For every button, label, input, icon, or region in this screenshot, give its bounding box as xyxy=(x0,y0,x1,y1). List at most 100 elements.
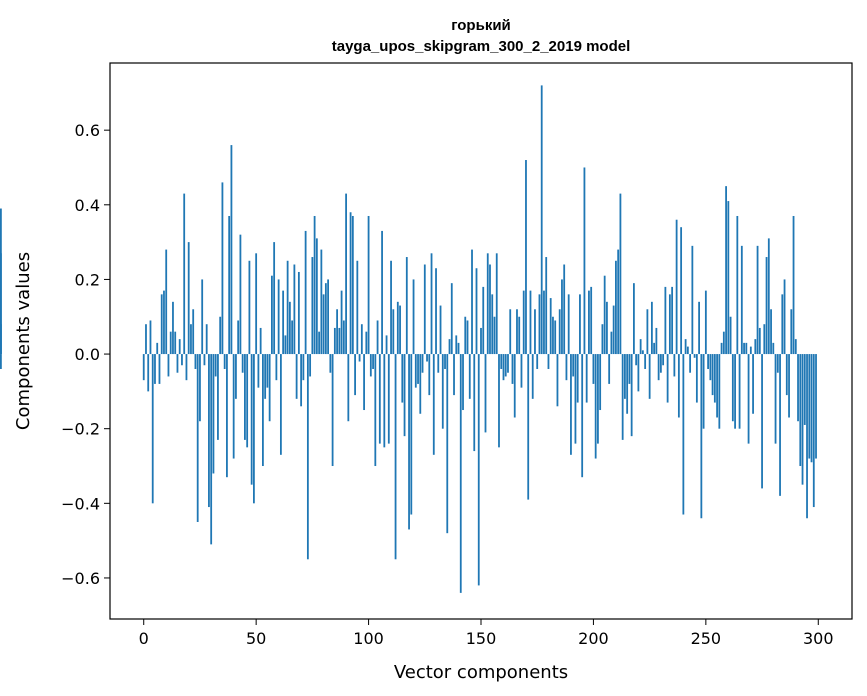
y-tick-label: 0.6 xyxy=(75,121,100,140)
bar xyxy=(273,242,276,355)
x-tick-label: 250 xyxy=(691,629,722,648)
bar xyxy=(740,245,743,355)
bar xyxy=(520,354,523,388)
x-tick-label: 300 xyxy=(803,629,834,648)
bar xyxy=(250,354,253,485)
bar xyxy=(761,354,763,489)
bar xyxy=(217,354,219,440)
bar xyxy=(331,354,334,467)
bar xyxy=(142,354,145,381)
bar xyxy=(516,309,518,355)
bar xyxy=(354,354,356,396)
bar xyxy=(203,354,206,366)
chart-title: горький xyxy=(451,17,511,34)
bar xyxy=(223,354,226,369)
bar xyxy=(549,298,552,355)
bar xyxy=(585,354,588,403)
bar xyxy=(756,245,759,355)
bar xyxy=(772,342,775,355)
bar xyxy=(644,354,647,369)
bar xyxy=(394,354,397,560)
bar xyxy=(716,354,718,418)
bar xyxy=(491,294,494,355)
bar xyxy=(799,354,802,467)
bar xyxy=(349,212,352,355)
bar xyxy=(556,354,559,407)
bar xyxy=(439,305,442,355)
bar xyxy=(765,257,768,355)
bar xyxy=(567,294,570,355)
bar xyxy=(662,354,665,366)
bar xyxy=(754,339,757,355)
bar xyxy=(327,279,329,355)
bar xyxy=(774,354,777,444)
bar xyxy=(396,301,399,355)
bar xyxy=(781,294,784,355)
bar xyxy=(158,354,161,384)
bar xyxy=(444,354,446,369)
bar xyxy=(711,354,714,396)
bar xyxy=(473,354,476,452)
bar xyxy=(293,264,296,355)
bar xyxy=(455,335,458,355)
bar xyxy=(208,354,210,508)
bar xyxy=(329,354,332,373)
bar xyxy=(192,309,195,355)
bar xyxy=(617,249,620,355)
bar xyxy=(785,354,788,396)
bar xyxy=(300,354,303,407)
bar xyxy=(385,335,388,355)
bar xyxy=(205,324,208,355)
bar xyxy=(453,354,455,396)
bar xyxy=(500,354,503,369)
bar xyxy=(734,354,736,429)
bar xyxy=(603,275,606,355)
bar xyxy=(725,186,727,355)
bar xyxy=(745,342,748,355)
bar xyxy=(529,290,532,355)
bar xyxy=(671,286,674,355)
bar xyxy=(253,354,255,504)
bars-group xyxy=(0,85,817,593)
bar xyxy=(475,268,478,355)
bar xyxy=(657,354,660,381)
bar xyxy=(145,324,147,355)
bar xyxy=(513,354,516,418)
bar xyxy=(704,290,707,355)
bar xyxy=(405,257,408,355)
bar xyxy=(619,193,622,355)
bar xyxy=(579,294,581,355)
bar xyxy=(311,257,314,355)
x-tick-label: 50 xyxy=(246,629,266,648)
x-axis: 0 50 100 150 200 250 300 xyxy=(139,619,834,648)
bar xyxy=(408,354,410,530)
bar xyxy=(522,290,525,355)
bar xyxy=(673,354,676,377)
bar xyxy=(752,354,754,414)
bar xyxy=(743,342,745,355)
bar xyxy=(172,301,174,355)
bar xyxy=(511,354,514,384)
bar xyxy=(531,354,534,399)
bar xyxy=(365,331,368,355)
y-tick-label: −0.2 xyxy=(61,420,100,439)
bar xyxy=(792,215,795,355)
bar xyxy=(684,339,687,355)
y-tick-label: 0.2 xyxy=(75,270,100,289)
bar xyxy=(230,145,233,355)
bar xyxy=(695,354,698,403)
bar xyxy=(464,316,467,355)
bar xyxy=(295,354,298,399)
bar xyxy=(599,354,602,411)
bar xyxy=(812,354,815,508)
bar xyxy=(235,354,237,399)
bar xyxy=(412,279,415,355)
bar xyxy=(313,215,316,355)
bar xyxy=(320,249,323,355)
bar xyxy=(342,320,345,355)
bar xyxy=(536,354,539,369)
bar xyxy=(720,342,723,355)
bar xyxy=(722,331,725,355)
bar xyxy=(525,160,527,355)
bar xyxy=(165,249,168,355)
